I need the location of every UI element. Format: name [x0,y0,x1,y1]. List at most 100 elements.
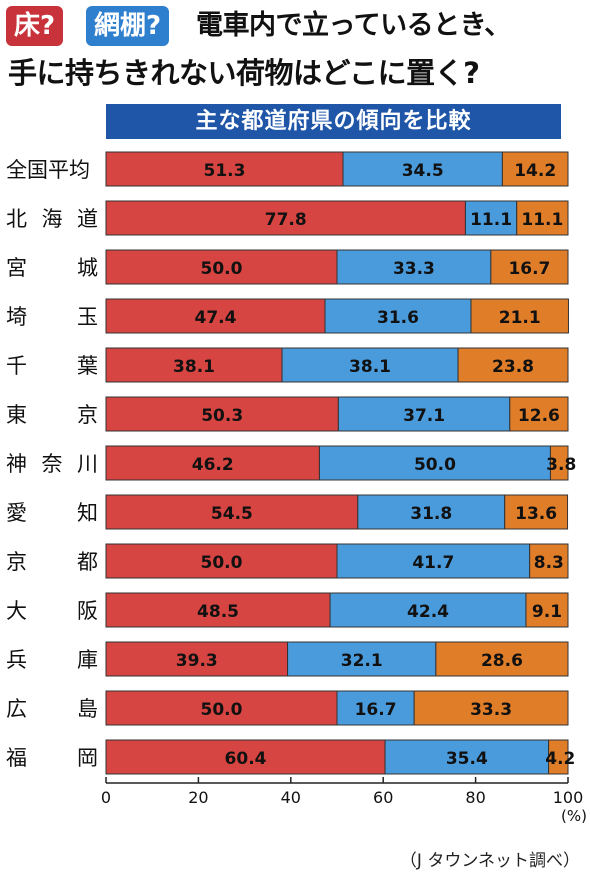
x-tick-label: 0 [101,788,111,807]
category-label: 北 海 道 [6,207,98,231]
data-label: 16.7 [355,700,397,720]
data-label: 38.1 [173,357,215,377]
bar-segment [509,396,569,432]
data-label: 47.4 [195,308,237,328]
data-label: 51.3 [204,161,246,181]
data-label: 50.0 [201,553,243,573]
data-label: 41.7 [412,553,454,573]
data-label: 14.2 [514,161,556,181]
data-label: 8.3 [534,553,564,573]
category-label: 福 岡 [6,746,98,770]
data-label: 77.8 [265,210,307,230]
category-label: 京 都 [6,550,98,574]
bar-segment [105,151,344,187]
x-tick-label: 100 [553,788,584,807]
data-label: 35.4 [446,749,488,769]
x-tick-label: 20 [188,788,208,807]
bar-segment [105,445,320,481]
rack-badge: 網棚? [86,6,170,46]
data-label: 50.0 [201,700,243,720]
bar-segment [529,543,569,579]
bar-segment [490,249,569,285]
bar-segment [501,151,569,187]
data-label: 13.6 [515,504,557,524]
data-label: 50.3 [201,406,243,426]
x-unit-label: (%) [561,807,587,825]
data-label: 50.0 [414,455,456,475]
title-line-1: 電車内で立っているとき、 [196,10,511,41]
bar-segment [281,347,459,383]
data-label: 54.5 [211,504,253,524]
data-label: 16.7 [508,259,550,279]
bar-segment [457,347,569,383]
data-label: 12.6 [518,406,560,426]
bar-segment [342,151,503,187]
data-label: 31.8 [410,504,452,524]
bar-segment [548,739,569,775]
category-label: 広 島 [6,697,98,721]
stacked-bar-chart: 全国平均 51.3 34.5 14.2 北 海 道 77.8 11.1 11.1 宮 城 50.0… [6,151,587,825]
data-label: 11.1 [521,210,563,230]
bar-segment [504,494,569,530]
x-tick-label: 60 [373,788,393,807]
bar-segment [435,641,569,677]
bar-segment [384,739,550,775]
data-label: 46.2 [192,455,234,475]
bar-segment [105,543,338,579]
bar-segment [105,347,283,383]
bar-segment [105,641,289,677]
bar-segment [105,200,466,236]
data-label: 48.5 [197,602,239,622]
bar-segment [105,494,359,530]
bar-segment [336,249,492,285]
category-label: 全国平均 [6,158,90,182]
data-label: 33.3 [393,259,435,279]
bar-segment [464,200,518,236]
bar-segment [470,298,569,334]
data-label: 42.4 [407,602,449,622]
data-label: 28.6 [481,651,523,671]
data-label: 11.1 [470,210,512,230]
bar-segment [549,445,569,481]
bar-segment [105,298,326,334]
bar-segment [337,396,511,432]
bar-segment [105,249,338,285]
data-label: 9.1 [532,602,562,622]
data-label: 37.1 [403,406,445,426]
data-label: 32.1 [341,651,383,671]
data-label: 21.1 [499,308,541,328]
bar-segment [105,396,339,432]
category-label: 兵 庫 [6,648,98,672]
data-label: 38.1 [349,357,391,377]
bar-segment [318,445,551,481]
data-label: 50.0 [201,259,243,279]
data-label: 31.6 [377,308,419,328]
bar-segment [105,690,338,726]
x-tick-label: 80 [465,788,485,807]
title-line-2: 手に持ちきれない荷物はどこに置く? [8,56,480,90]
x-tick-label: 40 [281,788,301,807]
data-label: 23.8 [492,357,534,377]
data-label: 33.3 [470,700,512,720]
data-label: 3.8 [546,455,576,475]
category-label: 神 奈 川 [6,452,98,476]
source-note: （J タウンネット調べ） [399,851,580,871]
bar-segment [525,592,569,628]
bar-segment [336,543,531,579]
header: 床? 網棚? 電車内で立っているとき、 手に持ちきれない荷物はどこに置く? [0,0,590,110]
bar-segment [357,494,506,530]
category-label: 千 葉 [6,354,98,378]
bar-segment [287,641,437,677]
data-label: 60.4 [225,749,267,769]
category-label: 宮 城 [6,256,98,280]
category-label: 東 京 [6,403,98,427]
floor-badge: 床? [6,6,64,46]
data-label: 39.3 [176,651,218,671]
category-label: 大 阪 [6,599,98,623]
data-label: 34.5 [402,161,444,181]
category-label: 埼 玉 [6,305,98,329]
bar-segment [413,690,569,726]
category-label: 愛 知 [6,501,98,525]
data-label: 4.2 [545,749,575,769]
bar-segment [516,200,569,236]
